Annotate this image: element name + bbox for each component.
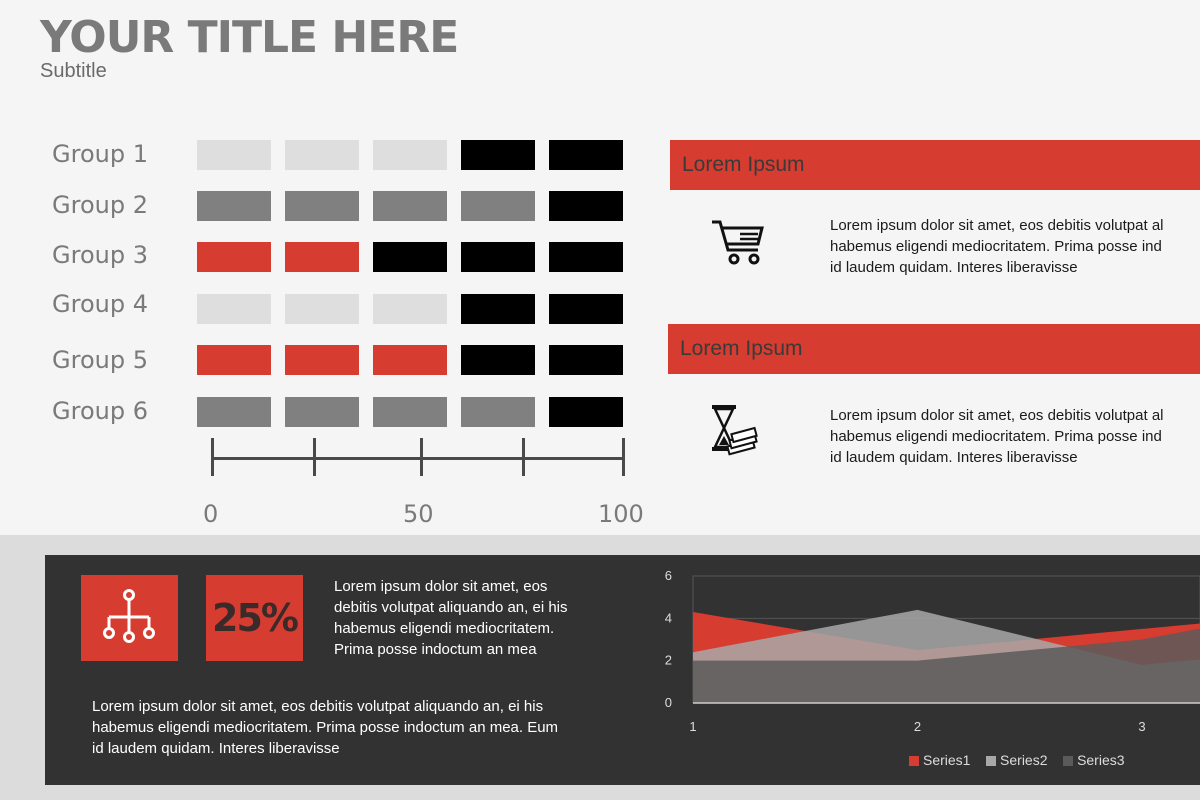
info-text: Lorem ipsum dolor sit amet, eos debitis … bbox=[830, 405, 1200, 468]
percent-value: 25% bbox=[212, 596, 299, 640]
panel-line: id laudem quidam. Interes liberavisse bbox=[92, 740, 340, 757]
chart-legend: Series1 Series2 Series3 bbox=[909, 752, 1125, 768]
legend-item-series3: Series3 bbox=[1063, 752, 1125, 768]
page-subtitle: Subtitle bbox=[40, 60, 107, 82]
matrix-cell bbox=[461, 345, 535, 375]
group-label: Group 5 bbox=[52, 346, 148, 374]
info-line: habemus eligendi mediocritatem. Prima po… bbox=[830, 428, 1162, 445]
matrix-cell bbox=[549, 294, 623, 324]
panel-line: habemus eligendi mediocritatem. Prima po… bbox=[92, 719, 559, 736]
matrix-cell bbox=[197, 140, 271, 170]
matrix-cell bbox=[197, 294, 271, 324]
matrix-cell bbox=[373, 397, 447, 427]
info-text: Lorem ipsum dolor sit amet, eos debitis … bbox=[830, 215, 1200, 278]
info-line: Lorem ipsum dolor sit amet, eos debitis … bbox=[830, 217, 1164, 234]
panel-line: Lorem ipsum dolor sit amet, eos bbox=[334, 578, 548, 595]
matrix-cell bbox=[461, 140, 535, 170]
y-tick-label: 2 bbox=[665, 653, 672, 668]
matrix-cell bbox=[197, 242, 271, 272]
legend-item-series2: Series2 bbox=[986, 752, 1048, 768]
info-banner: Lorem Ipsum bbox=[668, 324, 1200, 374]
x-tick-label: 3 bbox=[1138, 719, 1145, 734]
axis-tick-label: 50 bbox=[403, 500, 434, 528]
matrix-cell bbox=[549, 191, 623, 221]
y-tick-label: 0 bbox=[665, 695, 672, 710]
info-line: id laudem quidam. Interes liberavisse bbox=[830, 259, 1078, 276]
axis-tick bbox=[622, 438, 625, 476]
matrix-cell bbox=[285, 294, 359, 324]
x-tick-label: 1 bbox=[689, 719, 696, 734]
matrix-cell bbox=[373, 191, 447, 221]
page-title: YOUR TITLE HERE bbox=[40, 12, 459, 63]
matrix-cell bbox=[461, 242, 535, 272]
matrix-cell bbox=[549, 345, 623, 375]
info-line: Lorem ipsum dolor sit amet, eos debitis … bbox=[830, 407, 1164, 424]
panel-line: Lorem ipsum dolor sit amet, eos debitis … bbox=[92, 698, 544, 715]
panel-text-right: Lorem ipsum dolor sit amet, eos debitis … bbox=[334, 576, 568, 660]
group-label: Group 4 bbox=[52, 290, 148, 318]
x-tick-label: 2 bbox=[914, 719, 921, 734]
matrix-cell bbox=[461, 397, 535, 427]
panel-line: Prima posse indoctum an mea bbox=[334, 641, 537, 658]
axis-tick bbox=[522, 438, 525, 476]
matrix-cell bbox=[373, 140, 447, 170]
axis-tick bbox=[420, 438, 423, 476]
area-series-3 bbox=[693, 628, 1200, 703]
matrix-cell bbox=[285, 242, 359, 272]
percent-tile bbox=[206, 575, 303, 661]
matrix-cell bbox=[285, 397, 359, 427]
matrix-cell bbox=[373, 242, 447, 272]
matrix-cell bbox=[285, 191, 359, 221]
matrix-cell bbox=[197, 345, 271, 375]
matrix-cell bbox=[461, 294, 535, 324]
group-label: Group 1 bbox=[52, 140, 148, 168]
axis-tick bbox=[313, 438, 316, 476]
info-banner: Lorem Ipsum bbox=[670, 140, 1200, 190]
area-chart: 0 2 4 6 1 2 3 bbox=[655, 562, 1200, 782]
panel-text-bottom: Lorem ipsum dolor sit amet, eos debitis … bbox=[92, 696, 558, 759]
matrix-cell bbox=[461, 191, 535, 221]
matrix-cell bbox=[549, 397, 623, 427]
axis-tick-label: 0 bbox=[203, 500, 219, 528]
group-label: Group 6 bbox=[52, 397, 148, 425]
info-line: habemus eligendi mediocritatem. Prima po… bbox=[830, 238, 1162, 255]
axis-baseline bbox=[211, 457, 625, 460]
matrix-cell bbox=[285, 345, 359, 375]
shopping-cart-icon bbox=[710, 218, 766, 273]
legend-item-series1: Series1 bbox=[909, 752, 970, 768]
panel-line: debitis volutpat aliquando an, ei his bbox=[334, 599, 568, 616]
group-label: Group 2 bbox=[52, 191, 148, 219]
matrix-cell bbox=[197, 191, 271, 221]
matrix-cell bbox=[549, 242, 623, 272]
matrix-cell bbox=[549, 140, 623, 170]
panel-line: habemus eligendi mediocritatem. bbox=[334, 620, 555, 637]
matrix-cell bbox=[373, 345, 447, 375]
hourglass-money-icon bbox=[708, 403, 758, 466]
matrix-cell bbox=[285, 140, 359, 170]
hierarchy-icon bbox=[103, 589, 155, 643]
group-label: Group 3 bbox=[52, 241, 148, 269]
y-tick-label: 6 bbox=[665, 568, 672, 583]
axis-tick bbox=[211, 438, 214, 476]
matrix-cell bbox=[197, 397, 271, 427]
matrix-cell bbox=[373, 294, 447, 324]
hierarchy-tile bbox=[81, 575, 178, 661]
info-line: id laudem quidam. Interes liberavisse bbox=[830, 449, 1078, 466]
y-tick-label: 4 bbox=[665, 610, 672, 625]
axis-tick-label: 100 bbox=[598, 500, 644, 528]
